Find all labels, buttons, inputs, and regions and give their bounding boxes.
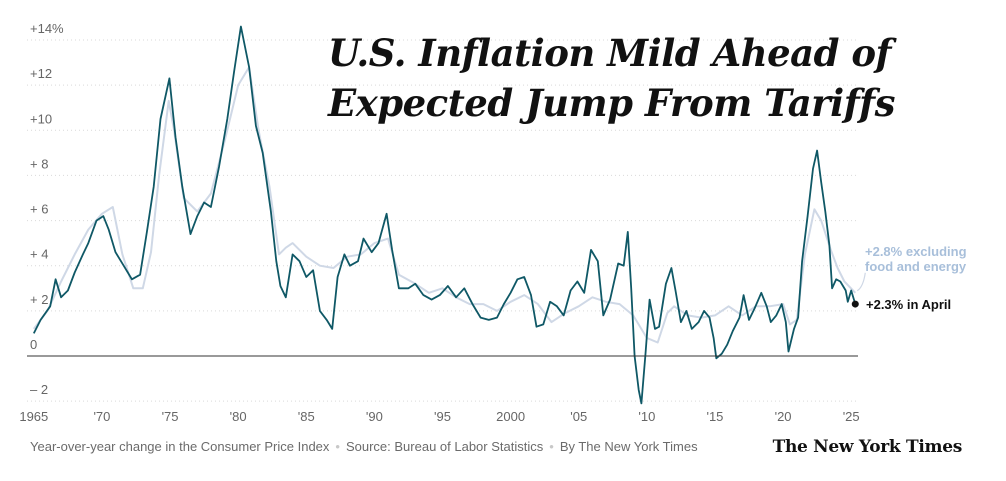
nyt-logo: The New York Times: [772, 437, 963, 457]
x-axis-tick-labels: 1965 '70 '75 '80 '85 '90 '95 2000 '05 '10 '15 '20 '2…: [19, 409, 859, 424]
y-tick-label: + 4: [30, 247, 48, 262]
footer-source-line: Year-over-year change in the Consumer Pr…: [30, 439, 698, 454]
x-tick-label: '10: [638, 409, 655, 424]
x-tick-label: '05: [570, 409, 587, 424]
y-tick-label: + 6: [30, 202, 48, 217]
y-tick-label: – 2: [30, 382, 48, 397]
y-tick-label: + 2: [30, 292, 48, 307]
y-axis-tick-labels: +14% +12 +10 + 8 + 6 + 4 + 2 0 – 2: [30, 21, 64, 397]
x-tick-label: '20: [775, 409, 792, 424]
x-tick-label: '70: [93, 409, 110, 424]
core-series-label: +2.8% excluding: [865, 244, 967, 259]
gridlines: [27, 39, 858, 402]
series-lines: [27, 25, 858, 405]
core-series-label: food and energy: [865, 259, 967, 274]
x-tick-label: '15: [706, 409, 723, 424]
headline-inflation-line: [32, 25, 857, 405]
chart-description: Year-over-year change in the Consumer Pr…: [30, 439, 330, 454]
source-credit: Source: Bureau of Labor Statistics: [345, 439, 544, 454]
x-tick-label: '80: [230, 409, 247, 424]
x-tick-label: 1965: [19, 409, 48, 424]
latest-value-dot: [851, 300, 859, 308]
byline: By The New York Times: [559, 439, 698, 454]
chart-title: U.S. Inflation Mild Ahead of Expected Ju…: [328, 31, 895, 125]
x-tick-label: '90: [366, 409, 383, 424]
core-annotation-leader: [856, 272, 866, 292]
y-tick-label: +12: [30, 66, 52, 81]
x-tick-label: '75: [162, 409, 179, 424]
y-tick-label: +10: [30, 111, 52, 126]
y-tick-label: +14%: [30, 21, 64, 36]
x-tick-label: '25: [843, 409, 860, 424]
x-tick-label: '85: [298, 409, 315, 424]
y-tick-label: + 8: [30, 156, 48, 171]
x-tick-label: 2000: [496, 409, 525, 424]
headline-series-label: +2.3% in April: [866, 297, 951, 312]
y-tick-label: 0: [30, 337, 37, 352]
x-tick-label: '95: [434, 409, 451, 424]
